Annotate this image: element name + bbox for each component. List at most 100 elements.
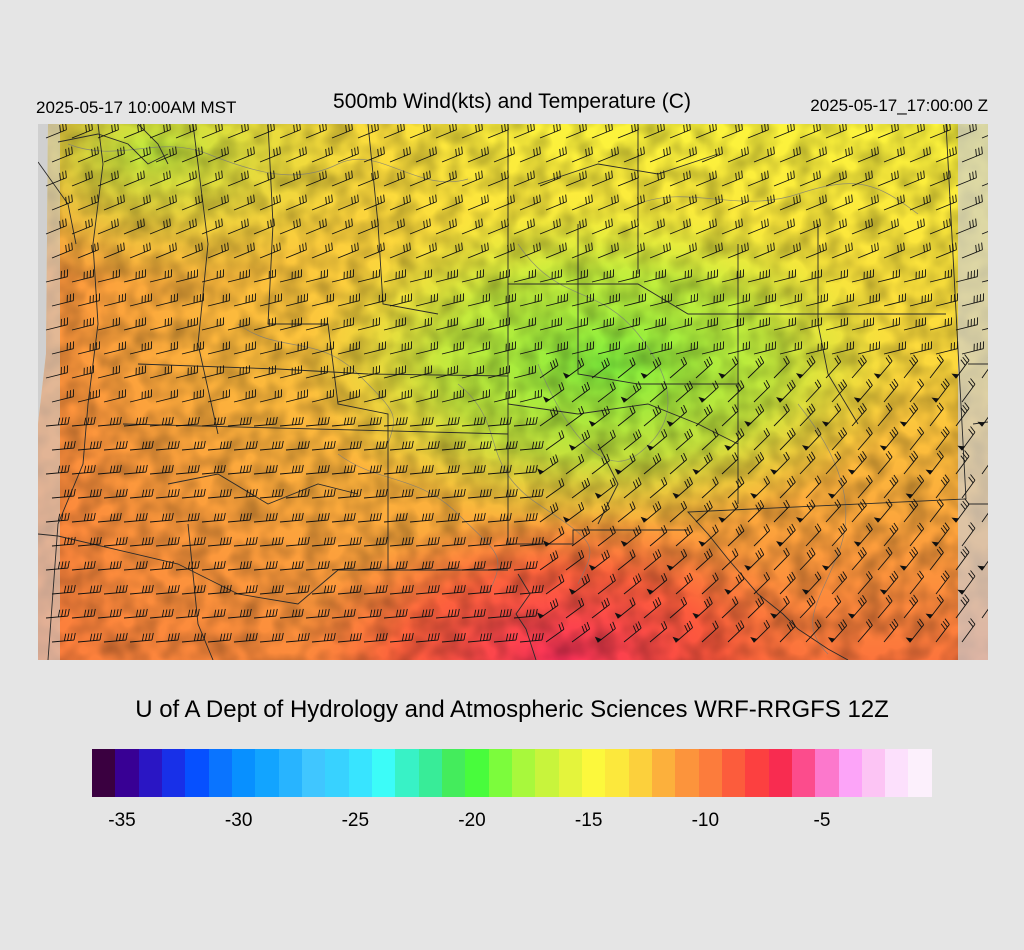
wind-barb: [149, 416, 174, 427]
wind-barb: [779, 341, 803, 355]
wind-barb: [175, 269, 199, 283]
colorbar-swatch: [651, 749, 676, 797]
wind-barb: [649, 525, 668, 547]
wind-barb: [337, 389, 361, 403]
wind-barb: [149, 464, 174, 475]
wind-barb: [103, 389, 127, 403]
colorbar-swatch: [348, 749, 372, 797]
colorbar-tick-label: -5: [813, 810, 831, 831]
wind-barb: [45, 365, 69, 379]
wind-barb: [591, 218, 613, 235]
wind-barb: [155, 389, 179, 403]
wind-barb: [207, 632, 232, 643]
wind-barb: [643, 218, 665, 235]
wind-barb: [831, 194, 853, 211]
wind-barb: [253, 512, 278, 523]
wind-barb: [285, 341, 309, 355]
wind-barb: [461, 560, 486, 571]
wind-barb: [357, 218, 379, 235]
wind-barb: [45, 218, 67, 235]
wind-barb: [537, 598, 559, 619]
wind-barb: [571, 525, 591, 547]
wind-barb: [389, 536, 414, 547]
wind-barb: [623, 477, 642, 499]
wind-barb: [545, 430, 565, 451]
wind-barb: [545, 293, 569, 307]
wind-barb: [961, 522, 976, 547]
wind-barb: [773, 317, 797, 331]
wind-barb: [305, 269, 329, 283]
wind-barb: [571, 341, 595, 355]
wind-barb: [311, 440, 336, 451]
wind-barb: [435, 512, 460, 523]
wind-barb: [929, 170, 951, 187]
wind-barb: [363, 341, 387, 355]
wind-barb: [747, 218, 769, 235]
wind-barb: [415, 293, 439, 307]
wind-barb: [285, 440, 310, 451]
wind-barb: [175, 560, 200, 571]
wind-barb: [853, 379, 873, 403]
wind-barb: [929, 402, 944, 427]
wind-barb: [259, 584, 284, 595]
wind-barb: [623, 146, 645, 163]
wind-barb: [51, 194, 73, 211]
wind-barb: [227, 170, 249, 187]
wind-barb: [779, 475, 796, 499]
wind-barb: [695, 122, 717, 139]
colorbar-swatch: [721, 749, 746, 797]
wind-barb: [493, 584, 518, 595]
wind-barb: [851, 499, 867, 523]
wind-barb: [357, 608, 382, 619]
wind-barb: [883, 474, 899, 499]
colorbar-swatch: [161, 749, 186, 797]
wind-barb: [97, 170, 119, 187]
wind-barb: [961, 146, 983, 163]
colorbar-swatch: [488, 749, 512, 797]
wind-barb: [519, 488, 544, 499]
wind-barb: [461, 317, 485, 331]
wind-barb: [149, 218, 171, 235]
wind-barb: [279, 170, 301, 187]
wind-barb: [701, 293, 725, 307]
wind-barb: [207, 146, 229, 163]
wind-barb: [305, 416, 330, 427]
wind-barb: [305, 365, 329, 379]
wind-barb: [123, 608, 148, 619]
wind-barb: [847, 451, 867, 475]
wind-barb: [747, 317, 771, 331]
wind-barb: [799, 547, 816, 571]
wind-barb: [71, 365, 95, 379]
wind-barb: [623, 429, 642, 451]
wind-barb: [543, 526, 565, 547]
wind-barb: [727, 620, 745, 643]
wind-barb: [617, 122, 639, 139]
wind-barb: [71, 512, 96, 523]
wind-barb: [279, 218, 301, 235]
wind-barb: [71, 608, 96, 619]
wind-barb: [779, 242, 801, 259]
wind-barb: [825, 170, 847, 187]
wind-barb: [435, 122, 457, 139]
wind-barb: [825, 269, 849, 283]
wind-barb: [519, 632, 544, 643]
wind-barb: [695, 269, 719, 283]
wind-barb: [279, 122, 301, 139]
wind-barb: [753, 146, 775, 163]
wind-barb: [805, 293, 829, 307]
wind-barb: [409, 608, 434, 619]
wind-barb: [71, 464, 96, 475]
wind-barb: [383, 218, 405, 235]
wind-barb: [233, 488, 258, 499]
wind-barb: [97, 416, 122, 427]
wind-barb: [851, 317, 875, 331]
wind-barb: [513, 317, 537, 331]
wind-barb: [253, 416, 278, 427]
wind-barb: [961, 341, 985, 355]
wind-barb: [409, 416, 434, 427]
colorbar-swatch: [675, 749, 699, 797]
wind-barb: [441, 242, 463, 259]
wind-barb: [957, 426, 976, 451]
wind-barb: [337, 584, 362, 595]
wind-barb: [727, 194, 749, 211]
